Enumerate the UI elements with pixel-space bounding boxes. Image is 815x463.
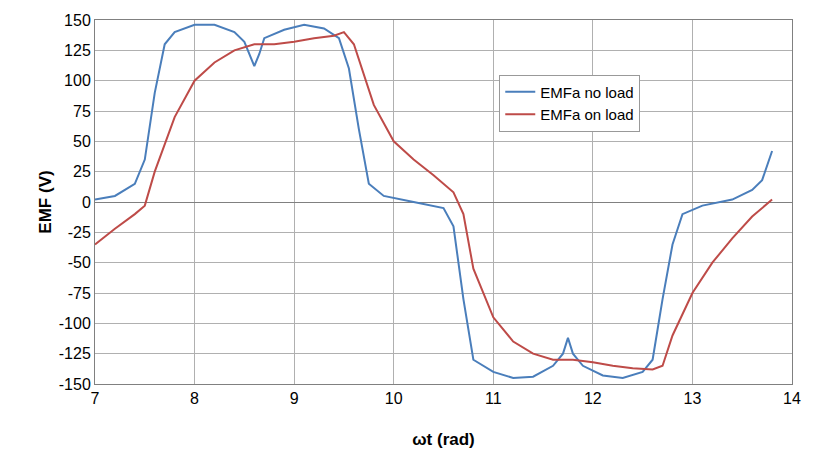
svg-text:EMFa on load: EMFa on load: [540, 106, 633, 123]
svg-text:7: 7: [91, 390, 100, 407]
svg-text:13: 13: [684, 390, 702, 407]
svg-text:-125: -125: [59, 345, 91, 362]
svg-text:10: 10: [385, 390, 403, 407]
svg-text:-100: -100: [59, 315, 91, 332]
svg-text:EMF (V): EMF (V): [36, 170, 55, 233]
svg-text:ωt (rad): ωt (rad): [412, 430, 475, 449]
svg-text:25: 25: [73, 163, 91, 180]
svg-text:100: 100: [64, 72, 91, 89]
svg-text:-150: -150: [59, 376, 91, 393]
svg-text:0: 0: [82, 194, 91, 211]
svg-text:14: 14: [783, 390, 801, 407]
svg-text:9: 9: [290, 390, 299, 407]
svg-text:75: 75: [73, 103, 91, 120]
svg-text:EMFa no load: EMFa no load: [540, 84, 633, 101]
svg-text:50: 50: [73, 133, 91, 150]
svg-text:12: 12: [584, 390, 602, 407]
svg-text:-50: -50: [68, 254, 91, 271]
svg-text:11: 11: [485, 390, 502, 407]
svg-text:-75: -75: [68, 285, 91, 302]
svg-text:150: 150: [64, 12, 91, 29]
svg-text:-25: -25: [68, 224, 91, 241]
svg-text:8: 8: [190, 390, 199, 407]
svg-text:125: 125: [64, 42, 91, 59]
